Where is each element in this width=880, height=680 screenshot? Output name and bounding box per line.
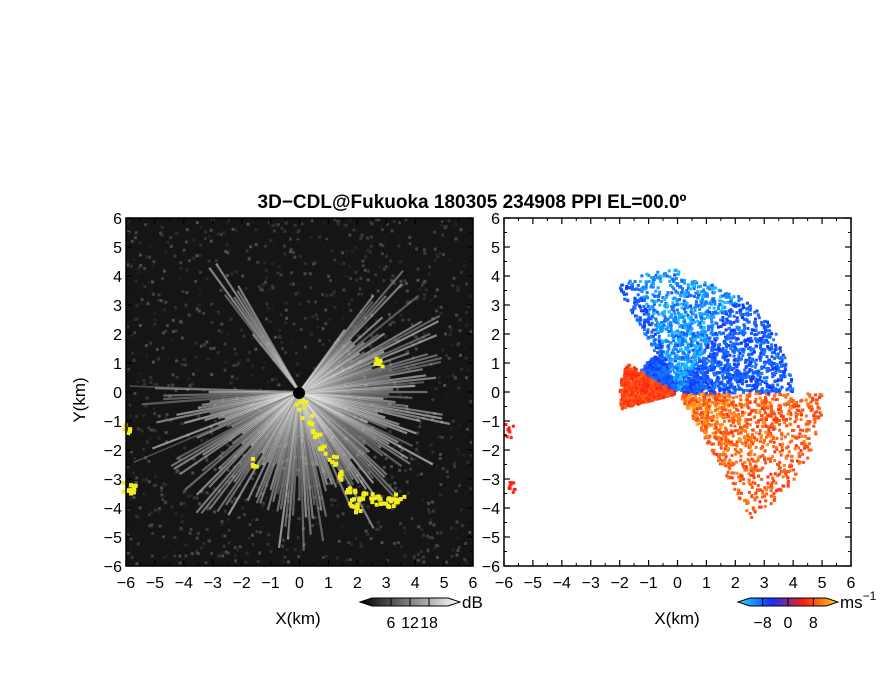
reflectivity-panel: −6 −5 −4 −3 −2 −1 0 1 2 3 4 5 6 −6 −5 −4 −3 −2 −1 0 1 2 3 4 5 6: [104, 211, 478, 592]
y-tick-label: −4: [482, 501, 500, 518]
x-tick-label: 1: [702, 575, 711, 592]
y-tick-label: 0: [491, 385, 500, 402]
x-tick-label: 5: [818, 575, 827, 592]
y-tick-label: −5: [104, 530, 122, 547]
x-tick-label: 3: [760, 575, 769, 592]
y-tick-label: 5: [491, 240, 500, 257]
x-tick-label: 3: [382, 575, 391, 592]
y-tick-label: −1: [104, 414, 122, 431]
y-tick-label: 3: [491, 298, 500, 315]
x-tick-label: 2: [353, 575, 362, 592]
x-axis-label-left: X(km): [275, 609, 320, 628]
colorbar-tick-label: 0: [784, 615, 793, 632]
y-tick-label: 5: [113, 240, 122, 257]
y-tick-label: 6: [113, 211, 122, 228]
reflectivity-colorbar: 6 12 18 dB: [358, 593, 483, 632]
y-tick-label: −2: [104, 443, 122, 460]
x-tick-label: 0: [673, 575, 682, 592]
x-tick-label: −4: [175, 575, 193, 592]
y-tick-label: −5: [482, 530, 500, 547]
x-tick-label: −6: [117, 575, 135, 592]
colorbar-tick-label: 18: [420, 615, 438, 632]
x-tick-label: 1: [324, 575, 333, 592]
colorbar-tick-label: 12: [401, 615, 419, 632]
y-tick-label: −6: [482, 559, 500, 576]
y-tick-label: 2: [491, 327, 500, 344]
x-tick-label: −4: [553, 575, 571, 592]
colorbar-tick-label: 8: [809, 615, 818, 632]
x-tick-label: 4: [789, 575, 798, 592]
radar-origin-marker: [293, 387, 305, 399]
x-tick-label: 0: [295, 575, 304, 592]
x-tick-label: −3: [204, 575, 222, 592]
colorbar-tick-label: −8: [754, 615, 772, 632]
y-tick-label: 4: [113, 269, 122, 286]
velocity-panel: −6 −5 −4 −3 −2 −1 0 1 2 3 4 5 6 −6 −5 −4 −3 −2 −1 0 1 2 3 4 5 6: [482, 211, 856, 592]
x-tick-label: 5: [440, 575, 449, 592]
y-tick-label: 1: [491, 356, 500, 373]
x-tick-label: 4: [411, 575, 420, 592]
chart-title: 3D−CDL@Fukuoka 180305 234908 PPI EL=00.0…: [258, 192, 687, 213]
x-tick-label: −6: [495, 575, 513, 592]
y-tick-label: 6: [491, 211, 500, 228]
y-axis-label: Y(km): [70, 377, 89, 422]
x-tick-label: 6: [469, 575, 478, 592]
colorbar-tick-label: 6: [387, 615, 396, 632]
x-tick-label: 2: [731, 575, 740, 592]
colorbar-unit: dB: [462, 593, 483, 612]
velocity-colorbar: −8 0 8 ms−1: [736, 589, 877, 632]
colorbar-unit: ms−1: [840, 589, 877, 612]
x-tick-label: −5: [524, 575, 542, 592]
x-tick-label: −1: [261, 575, 279, 592]
x-tick-label: −5: [146, 575, 164, 592]
y-tick-label: −2: [482, 443, 500, 460]
y-tick-label: −1: [482, 414, 500, 431]
x-tick-label: −1: [639, 575, 657, 592]
y-tick-label: −6: [104, 559, 122, 576]
y-tick-label: −4: [104, 501, 122, 518]
y-tick-label: 3: [113, 298, 122, 315]
x-axis-label-right: X(km): [654, 609, 699, 628]
x-tick-label: −2: [233, 575, 251, 592]
y-tick-label: 1: [113, 356, 122, 373]
x-tick-label: −2: [611, 575, 629, 592]
x-tick-label: −3: [582, 575, 600, 592]
y-tick-label: 4: [491, 269, 500, 286]
y-tick-label: −3: [104, 472, 122, 489]
y-tick-label: −3: [482, 472, 500, 489]
y-tick-label: 0: [113, 385, 122, 402]
y-tick-label: 2: [113, 327, 122, 344]
x-tick-label: 6: [847, 575, 856, 592]
